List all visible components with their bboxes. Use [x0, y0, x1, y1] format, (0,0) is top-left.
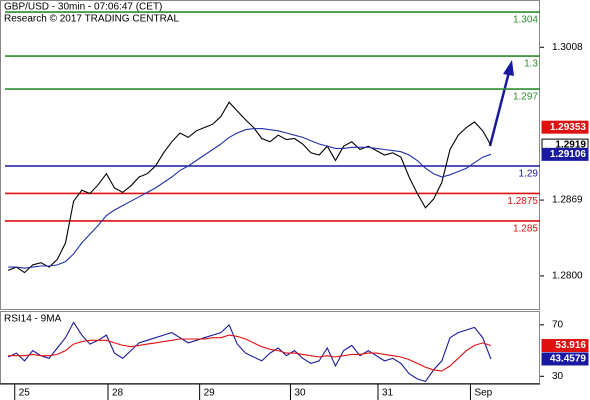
- x-tick-label: 25: [19, 388, 31, 399]
- y-tick-label: 30: [552, 371, 564, 382]
- level-label: 1.297: [513, 92, 538, 103]
- x-tick-label: 28: [112, 388, 124, 399]
- series-line: [7, 101, 492, 274]
- rsi-title: RSI14 - 9MA: [4, 314, 62, 325]
- chart-title: GBP/USD - 30min - 07:06:47 (CET): [4, 2, 162, 13]
- price-label: 1.29353: [550, 122, 587, 133]
- price-label: 1.29106: [550, 149, 587, 160]
- x-tick-label: Sep: [474, 388, 492, 399]
- price-label-box: [541, 352, 589, 366]
- x-tick-label: 29: [204, 388, 216, 399]
- y-tick-label: 1.2869: [552, 195, 583, 206]
- price-label-box: [541, 120, 589, 134]
- y-tick-label: 70: [552, 319, 564, 330]
- series-line: [8, 128, 492, 269]
- price-label-box: [541, 147, 589, 161]
- level-label: 1.304: [513, 15, 538, 26]
- y-tick-label: 1.3008: [552, 42, 583, 53]
- price-label: 53.916: [555, 340, 586, 351]
- level-label: 1.3: [524, 59, 538, 70]
- price-label: 43.4579: [550, 354, 587, 365]
- level-label: 1.2875: [507, 196, 538, 207]
- level-label: 1.29: [519, 169, 539, 180]
- price-panel: [0, 0, 540, 310]
- x-tick-label: 30: [294, 388, 306, 399]
- series-line: [7, 321, 492, 383]
- chart-subtitle: Research © 2017 TRADING CENTRAL: [4, 14, 179, 25]
- y-tick-label: 1.2800: [552, 271, 583, 282]
- forecast-arrow-head: [503, 60, 514, 76]
- price-label: 1.2919: [555, 140, 586, 151]
- level-label: 1.285: [513, 224, 538, 235]
- x-tick-label: 31: [382, 388, 394, 399]
- forecast-arrow: [488, 71, 511, 147]
- price-label-box: [541, 339, 589, 353]
- rsi-panel: [0, 311, 540, 384]
- series-line: [8, 334, 492, 372]
